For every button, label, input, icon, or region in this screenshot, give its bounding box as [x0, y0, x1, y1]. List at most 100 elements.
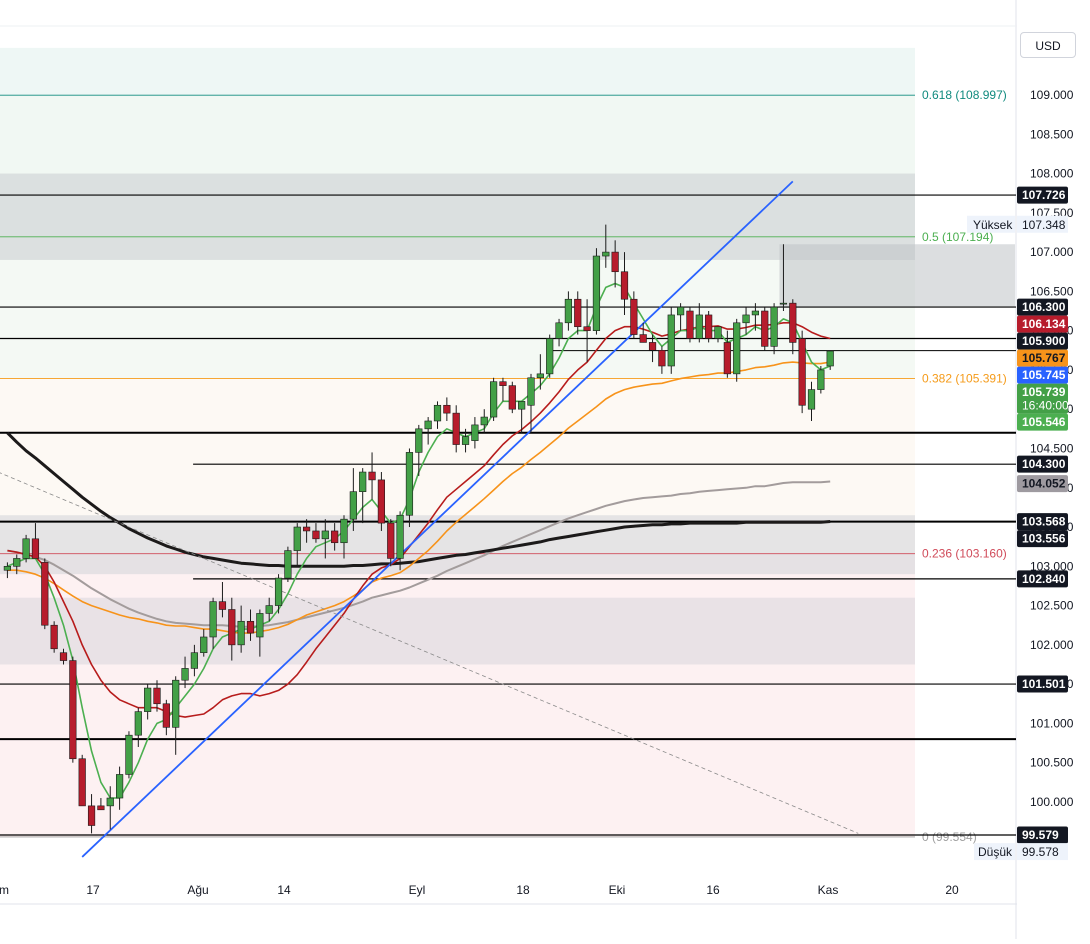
price-tag-label: 105.745 — [1022, 368, 1066, 382]
candle-body — [471, 424, 479, 441]
candle-body — [237, 620, 245, 646]
candle-body — [153, 687, 161, 705]
candle — [312, 523, 320, 543]
candle-body — [489, 381, 498, 418]
candle-body — [826, 350, 834, 367]
price-tag-bg — [1017, 366, 1068, 384]
candle-body — [405, 452, 414, 516]
price-tick: 109.000 — [1030, 88, 1074, 102]
low-marker-label-bg — [974, 843, 1015, 861]
candle — [377, 472, 386, 531]
trendline — [81, 180, 794, 858]
price-tag: 101.501 — [1017, 675, 1068, 693]
candle-body — [546, 338, 554, 375]
candle-body — [69, 660, 77, 760]
candle — [443, 397, 451, 421]
candles — [3, 224, 834, 834]
candle — [368, 452, 376, 500]
candle — [527, 373, 535, 433]
candle-body — [676, 306, 685, 316]
candle — [405, 448, 414, 528]
price-tag-label: 105.900 — [1022, 334, 1066, 348]
price-tag-label: 104.300 — [1022, 457, 1066, 471]
candle-body — [265, 605, 273, 614]
candle-body — [695, 314, 703, 339]
candle — [359, 468, 367, 524]
candle — [31, 523, 40, 559]
candle — [555, 318, 563, 347]
candle — [723, 330, 731, 378]
candle — [153, 680, 161, 712]
price-tag-bg — [1017, 186, 1068, 204]
price-tag-label: 104.052 — [1022, 477, 1066, 491]
candle-body — [705, 314, 713, 339]
candle-body — [620, 271, 629, 300]
candle — [630, 291, 638, 339]
candle — [471, 417, 479, 449]
candle-body — [387, 522, 395, 559]
high-marker-label: Yüksek — [973, 218, 1013, 232]
candle-body — [349, 491, 357, 520]
candle-body — [555, 322, 563, 339]
price-tag-bg — [1017, 530, 1068, 548]
candle — [274, 574, 283, 614]
price-tag: 104.300 — [1017, 455, 1068, 473]
ema-black-line — [6, 431, 831, 568]
candle-body — [97, 805, 105, 811]
price-tick: 102.500 — [1030, 599, 1074, 613]
candle-body — [181, 668, 189, 681]
time-tick: Kas — [818, 883, 839, 897]
candle — [546, 334, 554, 378]
candle — [218, 582, 227, 618]
candle-body — [134, 711, 142, 736]
time-tick: Eki — [609, 883, 626, 897]
price-tag-countdown: 16:40:00 — [1022, 399, 1069, 413]
candle-body — [228, 609, 236, 646]
candle — [461, 428, 470, 453]
price-tag-label: 107.726 — [1022, 188, 1066, 202]
candle-body — [284, 550, 292, 579]
candle — [246, 609, 255, 641]
currency-button[interactable]: USD — [1020, 32, 1076, 58]
candle-body — [667, 314, 675, 367]
low-marker-value: 99.578 — [1022, 845, 1059, 859]
candle-body — [312, 530, 320, 540]
price-tick: 104.500 — [1030, 441, 1074, 455]
candle — [22, 534, 30, 563]
candle — [302, 519, 311, 543]
candle — [3, 562, 11, 579]
time-tick: Ağu — [187, 883, 208, 897]
candle-body — [3, 565, 11, 571]
candle-body — [256, 613, 264, 638]
price-tag-bg — [1017, 475, 1068, 493]
zones — [0, 173, 1015, 665]
candle-body — [368, 471, 376, 481]
candle — [50, 621, 58, 653]
candle-body — [770, 306, 778, 347]
candle — [480, 409, 488, 433]
candle — [144, 684, 152, 720]
candle — [742, 307, 750, 335]
price-tag-label: 103.556 — [1022, 532, 1066, 546]
candle-body — [630, 298, 638, 335]
candle-body — [209, 601, 217, 638]
candle — [667, 307, 675, 374]
fib-label-0.236: 0.236 (103.160) — [922, 547, 1007, 561]
price-tag-bg — [1017, 332, 1068, 350]
candle — [349, 468, 357, 531]
candle-body — [125, 734, 133, 775]
fib-levels: 0.618 (108.997) 0.5 (107.194) 0.382 (105.3… — [0, 88, 1007, 844]
price-tag-label: 106.134 — [1022, 317, 1066, 331]
candle-body — [415, 428, 423, 453]
candle — [172, 676, 180, 755]
candle-body — [733, 322, 741, 375]
high-marker-label-bg — [967, 215, 1015, 233]
candle — [209, 597, 217, 649]
candle — [658, 346, 666, 374]
time-axis: m 17 Ağu 14 Eyl 18 Eki 16 Kas 20 — [0, 883, 959, 897]
candle — [69, 656, 77, 763]
candle — [256, 609, 264, 657]
candle-body — [761, 310, 769, 347]
